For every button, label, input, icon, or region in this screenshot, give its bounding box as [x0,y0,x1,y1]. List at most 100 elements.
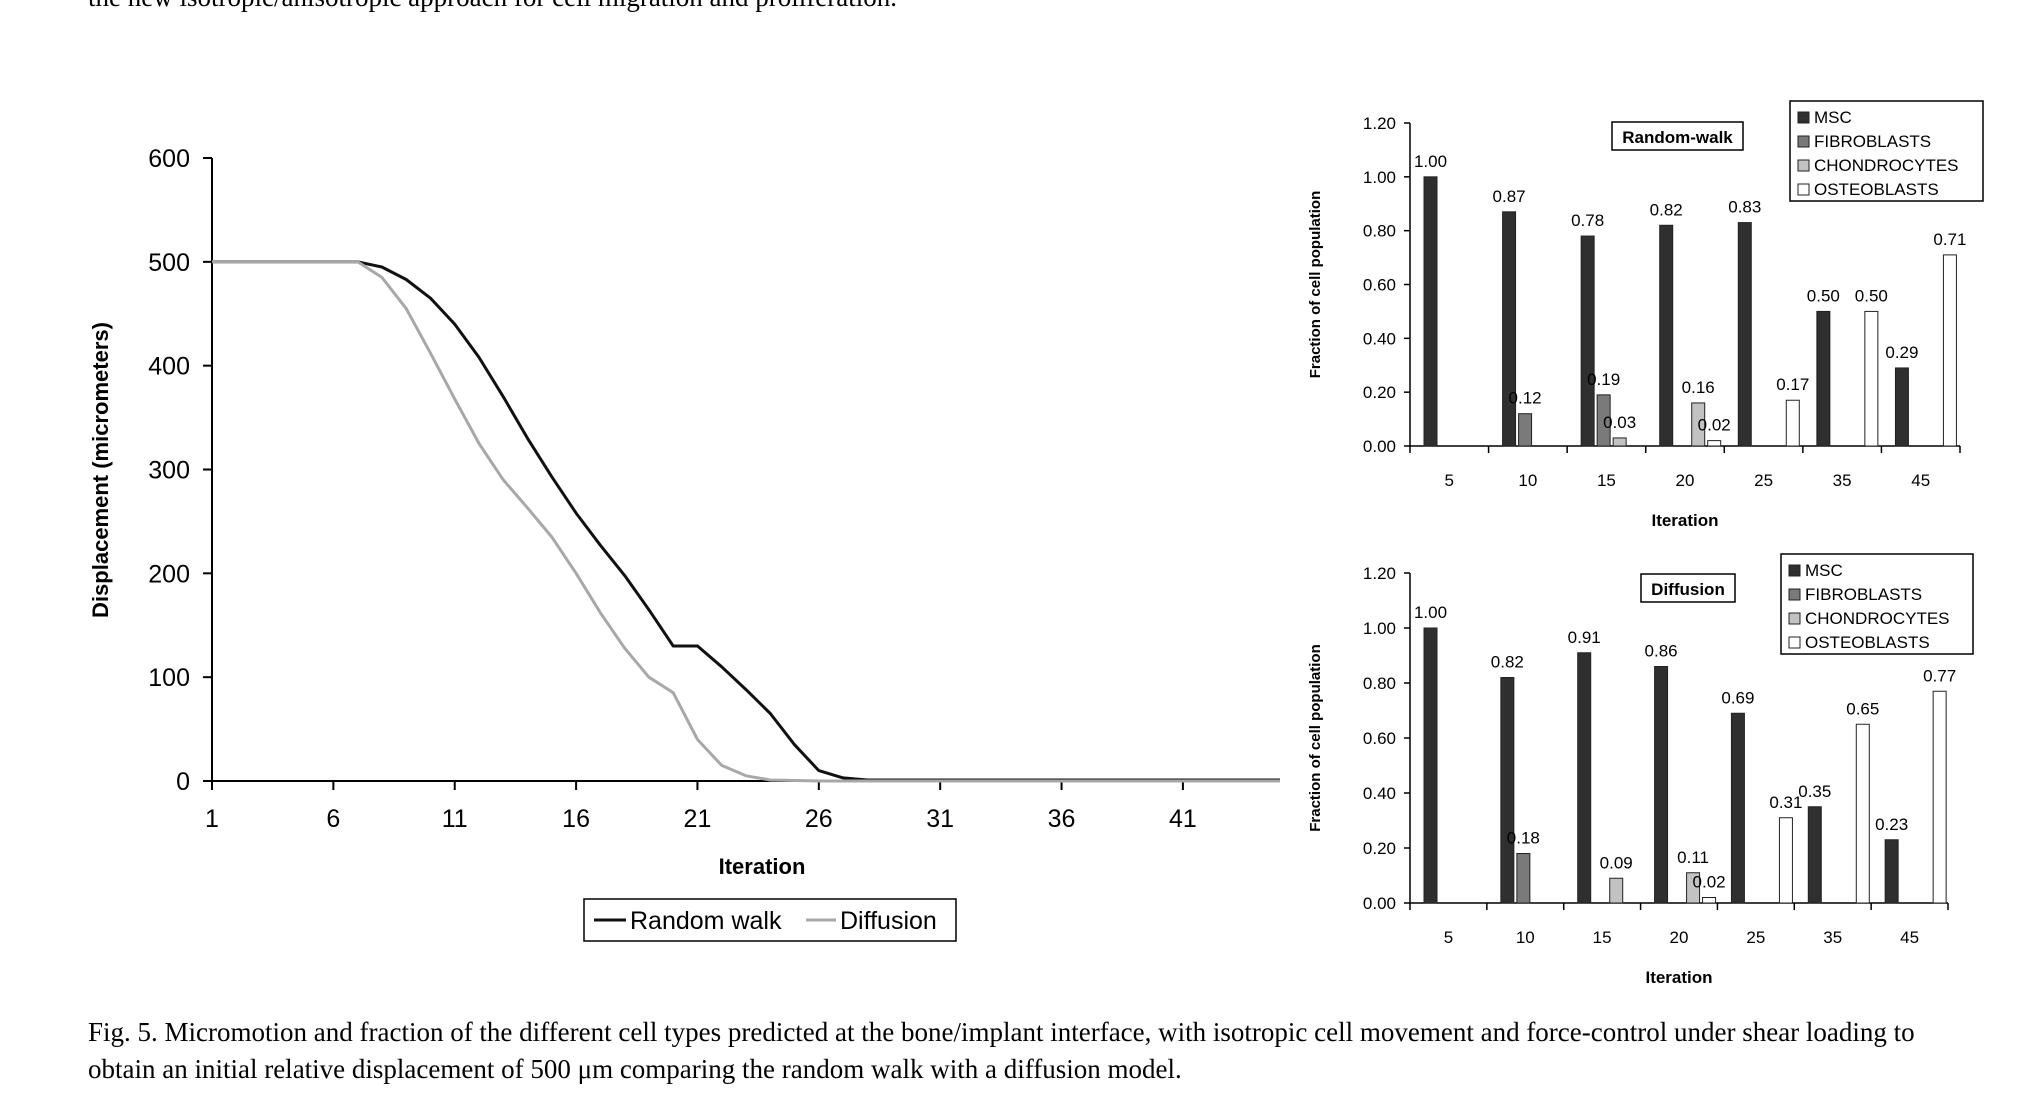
legend-swatch-chondrocytes [1797,159,1810,172]
x-tick-label: 15 [1597,471,1616,490]
bar-chondrocytes [1612,437,1627,447]
x-tick-label: 35 [1823,928,1842,947]
legend-label-random-walk: Random walk [630,907,782,935]
bar-msc [1730,712,1745,904]
bar-chondrocytes [1691,402,1706,447]
legend-swatch-fibroblasts [1788,588,1801,601]
data-label: 0.02 [1698,416,1731,435]
random-walk-bar-chart: 0.00 0.20 0.40 0.60 0.80 1.00 1.20 5 10 15 20 25 35 4… [1307,100,1984,530]
bar-osteoblasts [1702,897,1717,904]
data-label: 0.12 [1509,389,1542,408]
x-tick-label: 20 [1670,928,1689,947]
data-label: 0.23 [1875,815,1908,834]
bar-msc [1580,235,1595,447]
bar-msc [1884,839,1899,904]
x-tick-label: 45 [1900,928,1919,947]
y-tick-label: 1.20 [1363,564,1396,583]
data-label: 0.29 [1885,343,1918,362]
x-axis-title: Iteration [1651,511,1718,530]
data-label: 0.50 [1855,286,1888,305]
x-tick-label: 16 [562,805,590,833]
x-tick-label: 20 [1676,471,1695,490]
data-label: 0.16 [1682,378,1715,397]
y-axis-title: Fraction of cell population [1307,191,1324,379]
legend-label-osteoblasts: OSTEOBLASTS [1814,180,1939,199]
chart-title-box [1640,573,1736,603]
line-legend-box [583,898,957,942]
y-tick-label: 0.60 [1363,276,1396,295]
y-tick-label: 0.40 [1363,329,1396,348]
y-tick-label: 0.20 [1363,839,1396,858]
data-label: 0.65 [1846,699,1879,718]
bar-msc [1502,211,1517,447]
bar-msc [1807,806,1822,904]
random-walk-line [212,260,1280,782]
data-label: 0.69 [1721,688,1754,707]
y-tick-label: 0 [176,768,190,796]
data-label: 0.02 [1693,873,1726,892]
legend-label-osteoblasts: OSTEOBLASTS [1805,633,1930,652]
x-tick-label: 10 [1516,928,1535,947]
bar-fibroblasts [1518,413,1533,447]
data-label: 0.87 [1493,187,1526,206]
y-tick-label: 1.20 [1363,114,1396,133]
data-label: 0.18 [1507,829,1540,848]
x-tick-label: 41 [1169,805,1197,833]
bar-legend-box [1789,100,1984,202]
y-tick-label: 400 [148,353,190,381]
data-label: 0.35 [1798,782,1831,801]
y-tick-label: 0.80 [1363,222,1396,241]
data-label: 0.91 [1568,628,1601,647]
legend-swatch-msc [1788,564,1801,577]
chart-title-box [1611,121,1744,151]
x-tick-label: 26 [805,805,833,833]
data-label: 0.77 [1923,666,1956,685]
bar-msc [1500,677,1515,904]
bar-msc [1654,666,1669,904]
bar-msc [1423,627,1438,904]
figure-caption: Fig. 5. Micromotion and fraction of the … [88,1017,1915,1084]
preceding-text-line: the new isotropic/anisotropic approach f… [88,0,897,13]
y-tick-label: 0.60 [1363,729,1396,748]
data-label: 0.82 [1491,653,1524,672]
bar-chondrocytes [1609,877,1624,904]
legend-label-chondrocytes: CHONDROCYTES [1814,156,1959,175]
x-tick-label: 31 [926,805,954,833]
chart-title: Random-walk [1622,128,1733,147]
bar-msc [1423,176,1438,447]
bar-osteoblasts [1932,690,1947,904]
bar-msc [1816,310,1831,447]
data-label: 0.11 [1677,848,1709,867]
x-axis-title: Iteration [719,854,806,879]
y-axis-title: Displacement (micrometers) [88,322,113,618]
bar-osteoblasts [1942,254,1957,447]
data-label: 0.82 [1650,200,1683,219]
y-tick-label: 1.00 [1363,168,1396,187]
y-tick-label: 0.80 [1363,674,1396,693]
y-tick-label: 0.20 [1363,383,1396,402]
x-axis-title: Iteration [1645,968,1712,987]
legend-swatch-chondrocytes [1788,612,1801,625]
bar-msc [1737,222,1752,447]
data-label: 0.19 [1587,370,1620,389]
legend-swatch-osteoblasts [1788,636,1801,649]
x-tick-label: 5 [1444,928,1453,947]
legend-label-msc: MSC [1814,108,1852,127]
legend-label-diffusion: Diffusion [840,907,937,935]
bar-osteoblasts [1707,440,1722,447]
data-label: 0.50 [1807,286,1840,305]
x-tick-label: 10 [1518,471,1537,490]
diffusion-line [212,260,1280,783]
bar-fibroblasts [1596,394,1611,447]
y-tick-label: 500 [148,249,190,277]
data-label: 0.83 [1728,198,1761,217]
y-axis-title: Fraction of cell population [1307,644,1324,832]
bar-osteoblasts [1864,310,1879,447]
data-label: 0.03 [1603,413,1636,432]
x-tick-label: 35 [1833,471,1852,490]
y-tick-label: 600 [148,145,190,173]
data-label: 0.17 [1776,375,1809,394]
data-label: 1.00 [1414,152,1447,171]
